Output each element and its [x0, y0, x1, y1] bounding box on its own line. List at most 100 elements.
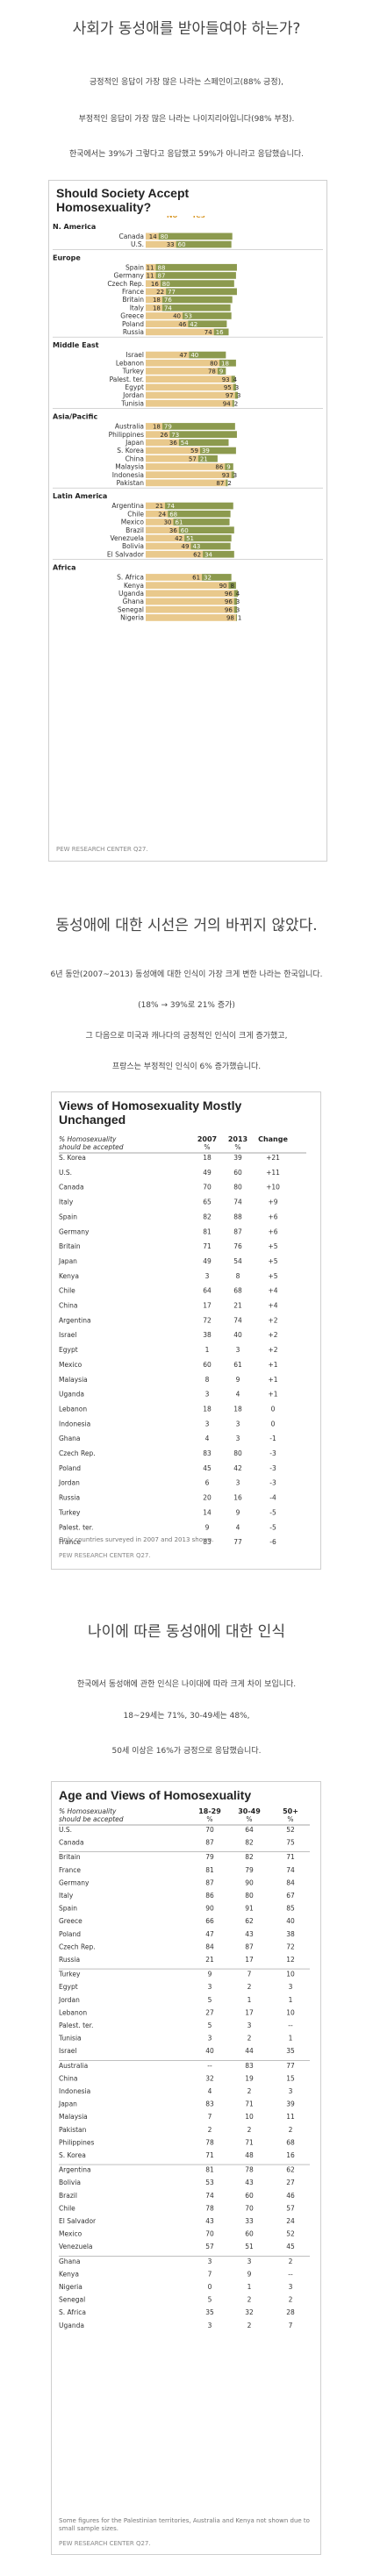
- table-cell: 9: [236, 1508, 240, 1516]
- chart3-title: Age and Views of Homosexuality: [59, 1788, 252, 1802]
- table-cell: 83: [203, 1538, 212, 1546]
- table-row-label: China: [59, 2074, 77, 2082]
- bar-no-label: 36: [169, 440, 177, 447]
- table-cell: +4: [268, 1302, 277, 1310]
- table-cell: +10: [266, 1184, 280, 1191]
- bar-yes: [233, 597, 237, 605]
- table-cell: 44: [245, 2047, 254, 2055]
- bar-no-label: 96: [225, 590, 233, 597]
- table-cell: 7: [208, 2270, 212, 2278]
- table-cell: 3: [236, 1435, 240, 1442]
- table-row-label: Senegal: [59, 2296, 85, 2304]
- table-cell: 2: [289, 2296, 293, 2304]
- table-row-label: U.S.: [59, 1826, 72, 1834]
- table-cell: 27: [205, 2008, 214, 2016]
- table-cell: -1: [269, 1435, 276, 1442]
- bar-yes: [190, 542, 231, 550]
- table-row-label: Ghana: [59, 1435, 81, 1442]
- table-cell: 43: [245, 2179, 254, 2186]
- table-row-label: Palest. ter.: [59, 1523, 93, 1531]
- bar-yes-label: 32: [204, 575, 212, 582]
- table-cell: 2: [289, 2126, 293, 2134]
- table-cell: 11: [286, 2113, 295, 2121]
- bar-yes-label: 21: [200, 455, 208, 462]
- table-cell: 79: [205, 1853, 214, 1861]
- table-cell: +2: [268, 1331, 277, 1339]
- table-cell: 77: [286, 2062, 295, 2070]
- table-cell: +6: [268, 1213, 277, 1220]
- table-row-label: Spain: [59, 1213, 77, 1220]
- bar-no: [146, 510, 169, 518]
- country-label: Italy: [130, 304, 145, 311]
- bar-no-label: 59: [190, 447, 198, 454]
- bar-yes-label: 8: [231, 583, 234, 590]
- bar-no-label: 14: [149, 233, 157, 240]
- bar-yes: [233, 605, 237, 613]
- bar-no: [146, 605, 234, 613]
- country-label: Malaysia: [115, 463, 144, 471]
- table-cell: 64: [245, 1826, 254, 1834]
- bar-no: [146, 471, 232, 478]
- bar-yes-label: 9: [219, 369, 223, 376]
- country-label: Senegal: [118, 605, 144, 613]
- table-row-label: Poland: [59, 1930, 81, 1938]
- table-row-label: Turkey: [58, 1508, 81, 1516]
- table-cell: 82: [203, 1213, 212, 1220]
- bar-no-label: 94: [223, 400, 231, 407]
- chart1-plot: NoYesN. AmericaCanada1480U.S.3360EuropeS…: [53, 216, 323, 622]
- table-row-label: Chile: [59, 2204, 75, 2212]
- bar-yes: [232, 399, 234, 407]
- bar-no-label: 96: [225, 598, 233, 605]
- country-label: Nigeria: [120, 614, 144, 622]
- table-cell: 3: [247, 2021, 252, 2029]
- column-unit: %: [234, 1143, 240, 1151]
- table-cell: 10: [286, 2008, 295, 2016]
- bar-yes-label: 61: [176, 519, 183, 526]
- country-label: Israel: [126, 351, 145, 359]
- bar-yes: [155, 263, 237, 271]
- section2-paragraph: 그 다음으로 미국과 캐나다의 긍정적인 인식이 크게 증가했고,: [85, 1032, 288, 1041]
- bar-no: [146, 368, 218, 375]
- country-label: Palest. ter.: [110, 376, 144, 383]
- table-row-label: Kenya: [59, 1272, 79, 1280]
- table-cell: 70: [245, 2204, 254, 2212]
- table-cell: 19: [245, 2074, 254, 2082]
- table-cell: 3: [205, 1272, 210, 1280]
- table-cell: 74: [233, 1316, 242, 1324]
- table-row-label: Malaysia: [59, 1376, 88, 1384]
- column-header: 2013: [228, 1135, 247, 1143]
- table-cell: 72: [203, 1316, 212, 1324]
- table-cell: 71: [245, 2138, 254, 2146]
- table-row-label: Britain: [59, 1853, 81, 1861]
- table-cell: 12: [286, 1956, 295, 1964]
- bar-yes-label: 80: [161, 233, 169, 240]
- bar-yes-label: 1: [238, 615, 241, 622]
- bar-yes: [234, 391, 238, 399]
- bar-no-label: 98: [226, 615, 234, 622]
- chart3-note: Some figures for the Palestinian territo…: [59, 2517, 310, 2532]
- table-cell: 47: [205, 1930, 214, 1938]
- bar-yes-label: 51: [186, 535, 194, 542]
- table-cell: 61: [233, 1361, 242, 1369]
- section3-paragraph: 한국에서 동성애에 관한 인식은 나이대에 따라 크게 차이 보입니다.: [76, 1680, 297, 1689]
- table-cell: 9: [236, 1376, 240, 1384]
- table-cell: 3: [236, 1420, 240, 1428]
- bar-no-label: 62: [193, 551, 201, 558]
- table-cell: 2: [247, 2322, 252, 2329]
- table-cell: 8: [205, 1376, 210, 1384]
- bar-yes-label: 77: [168, 289, 176, 296]
- country-label: Lebanon: [116, 359, 144, 367]
- table-row-label: Czech Rep.: [59, 1943, 96, 1950]
- table-row-label: Germany: [59, 1878, 90, 1886]
- table-row-label: Israel: [59, 2047, 77, 2055]
- table-cell: 60: [245, 2230, 254, 2238]
- bar-no: [146, 376, 232, 383]
- bar-no: [146, 359, 219, 367]
- table-cell: 7: [247, 1971, 252, 1979]
- country-label: Uganda: [118, 590, 144, 597]
- table-cell: 9: [208, 1971, 212, 1979]
- bar-yes: [233, 590, 238, 597]
- table-cell: 10: [286, 1971, 295, 1979]
- table-cell: 42: [233, 1464, 242, 1472]
- table-cell: 3: [205, 1391, 210, 1399]
